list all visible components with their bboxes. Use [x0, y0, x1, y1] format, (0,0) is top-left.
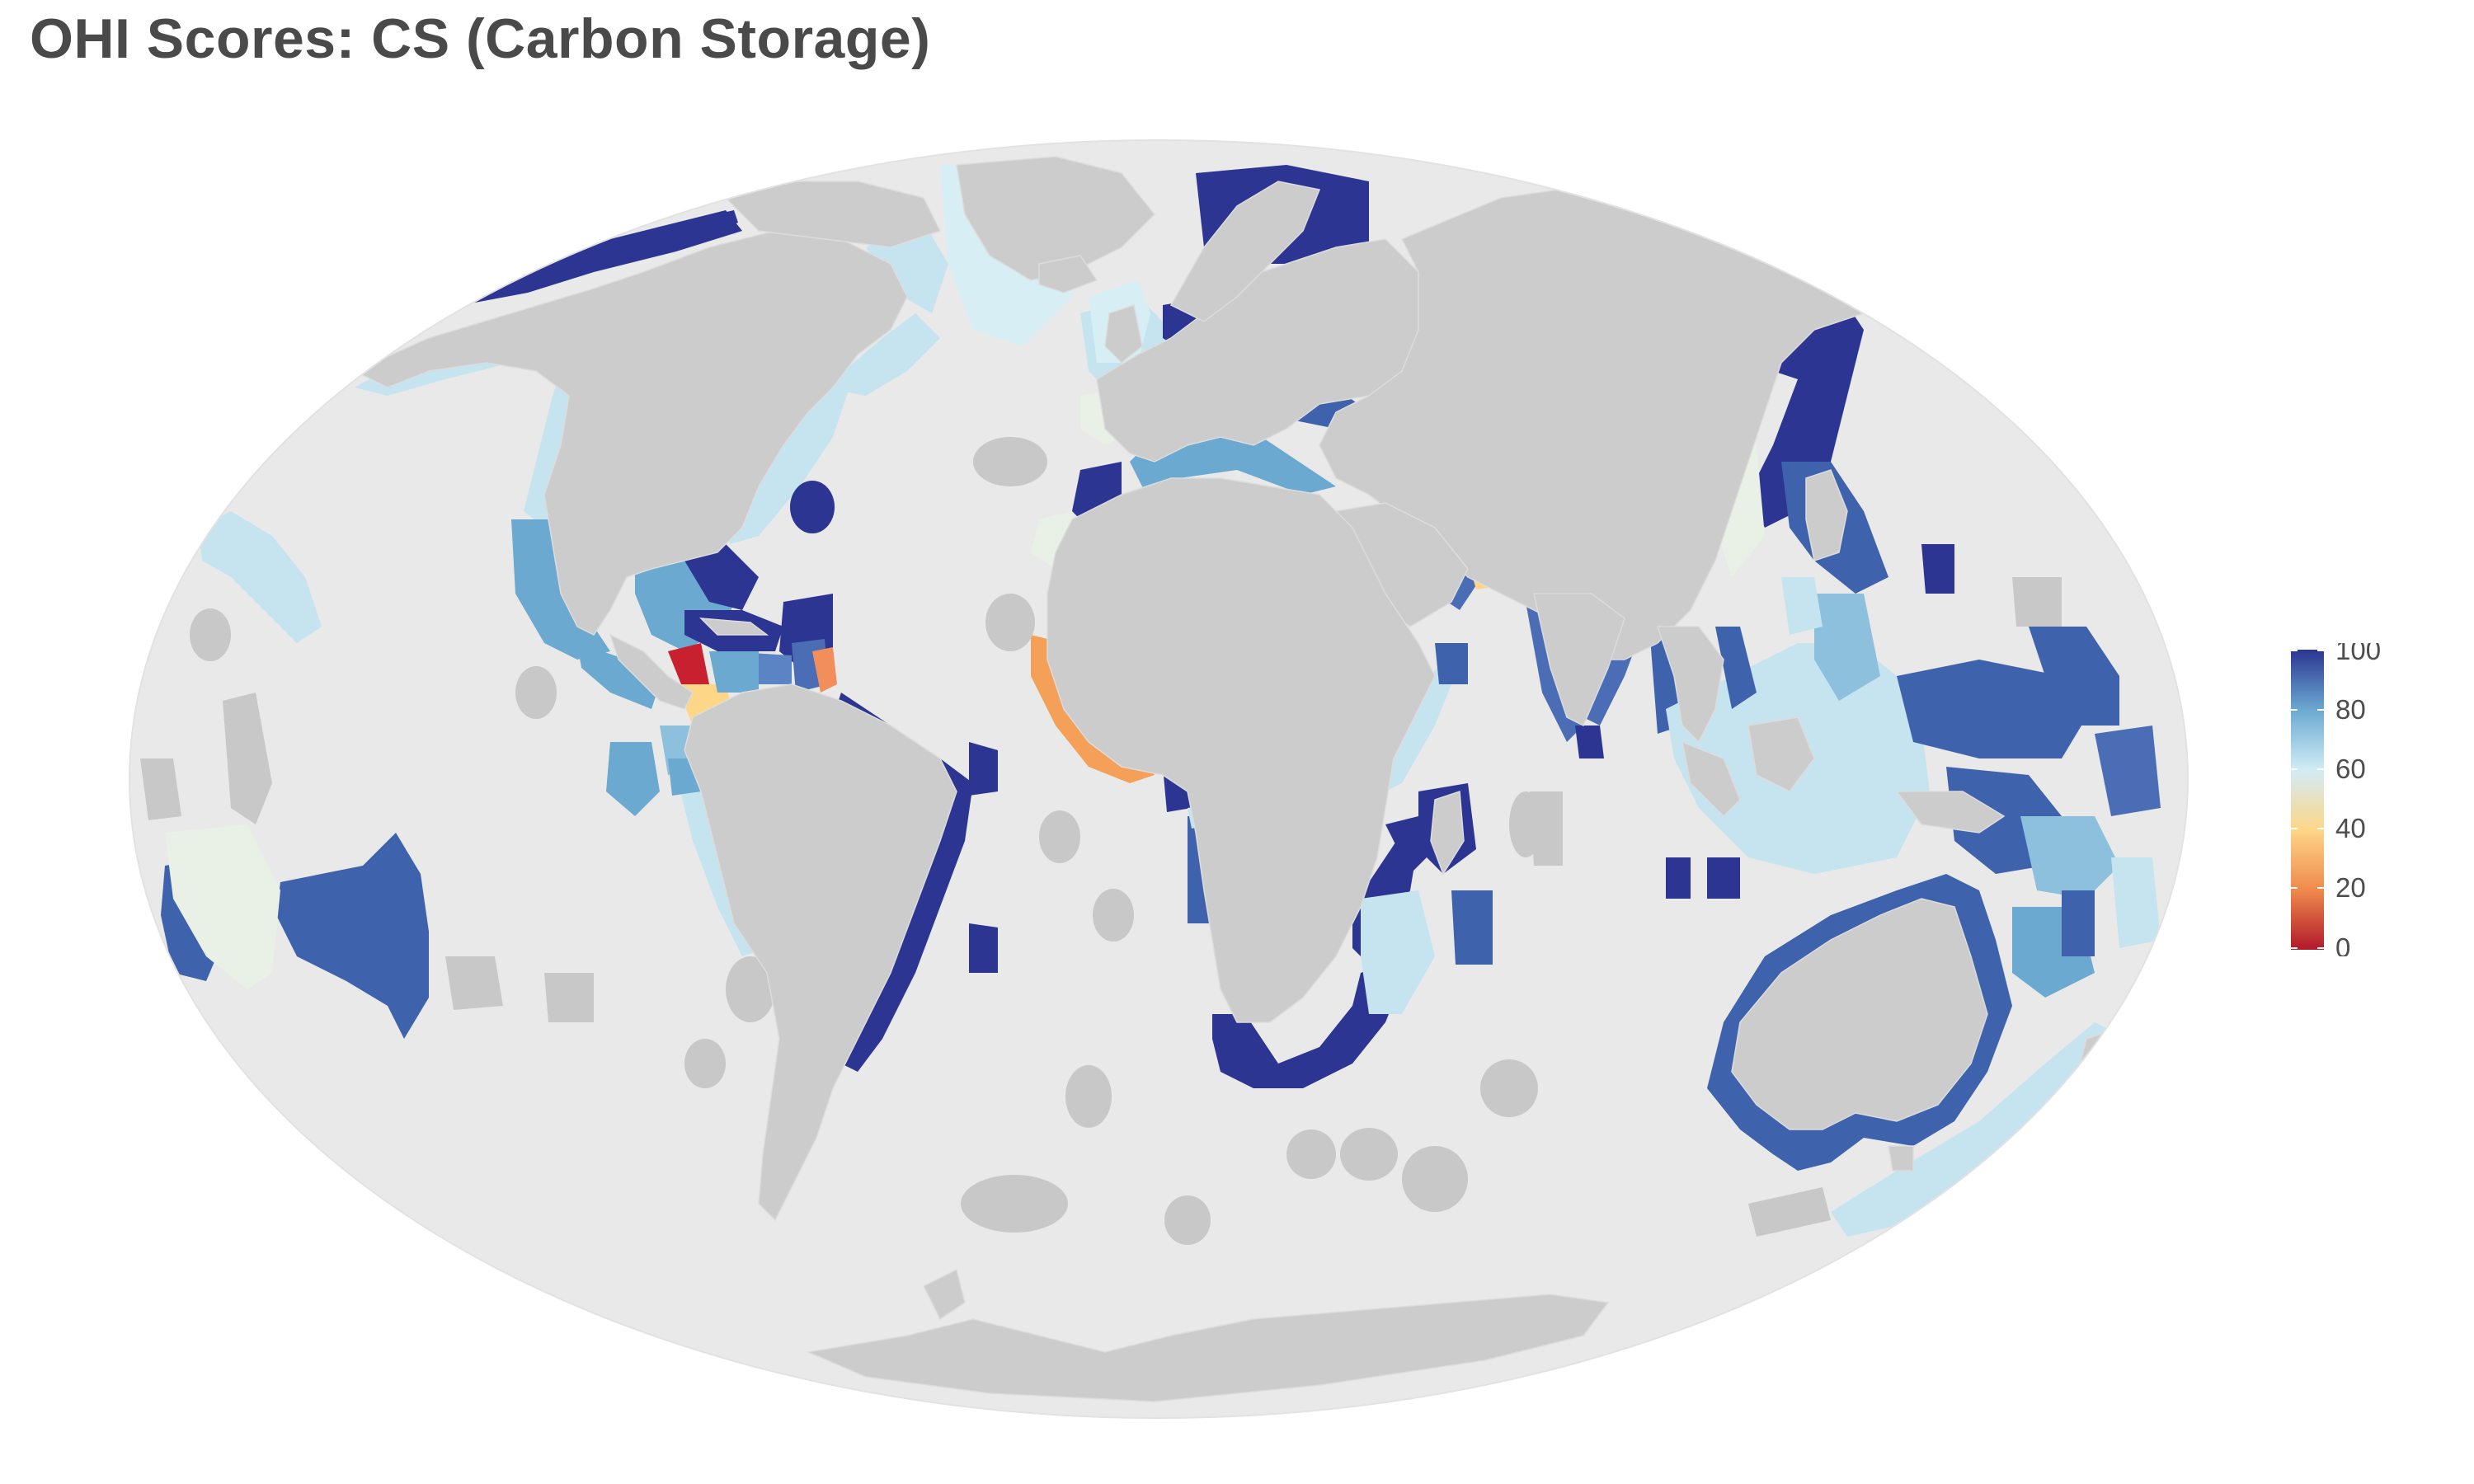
- land-greenland: [956, 156, 1156, 281]
- eez-kenya-somalia[interactable]: [1385, 660, 1451, 791]
- eez-taiwan[interactable]: [1781, 577, 1823, 635]
- eez-heard[interactable]: [1509, 791, 1542, 857]
- eez-venezuela[interactable]: [812, 647, 837, 693]
- eez-canada-atlantic[interactable]: [825, 313, 940, 396]
- eez-azores[interactable]: [973, 437, 1047, 486]
- land-canadian-arctic: [724, 181, 942, 248]
- eez-fernando-noronha[interactable]: [969, 742, 998, 796]
- eez-us-east[interactable]: [726, 387, 849, 544]
- eez-nicaragua[interactable]: [668, 643, 709, 693]
- eez-cook-islands[interactable]: [165, 824, 280, 989]
- eez-french-polynesia[interactable]: [276, 833, 429, 1039]
- land-tasmania: [1888, 1145, 1914, 1172]
- eez-hawaii[interactable]: [198, 511, 322, 643]
- eez-macquarie[interactable]: [1748, 1187, 1831, 1237]
- eez-pacific-grey-chain[interactable]: [223, 693, 272, 824]
- land-iceland: [1038, 255, 1098, 294]
- eez-morocco[interactable]: [1072, 462, 1122, 528]
- eez-sri-lanka[interactable]: [1575, 726, 1604, 758]
- eez-pitcairn[interactable]: [445, 956, 503, 1010]
- globe-outline: [129, 139, 2189, 1419]
- eez-galapagos[interactable]: [606, 742, 660, 816]
- eez-canary[interactable]: [985, 594, 1035, 651]
- land-cuba: [699, 618, 769, 636]
- eez-trindade[interactable]: [969, 923, 998, 973]
- eez-chile-islands[interactable]: [544, 973, 594, 1022]
- eez-regions[interactable]: [132, 165, 2161, 1245]
- land-masses: [353, 156, 2112, 1402]
- eez-bermuda[interactable]: [790, 481, 835, 533]
- eez-micronesia[interactable]: [1897, 660, 2086, 758]
- eez-mauritius[interactable]: [1451, 890, 1493, 965]
- legend-tick-100: 100: [2335, 643, 2381, 665]
- eez-tristan[interactable]: [1065, 1065, 1112, 1128]
- eez-south-africa[interactable]: [1212, 965, 1402, 1088]
- legend-tick-40: 40: [2335, 813, 2366, 843]
- land-north-america: [353, 230, 908, 636]
- eez-pacific-grey-2[interactable]: [190, 608, 231, 661]
- eez-south-georgia[interactable]: [1286, 1129, 1336, 1179]
- eez-st-helena[interactable]: [1093, 889, 1134, 942]
- land-central-america: [609, 633, 694, 710]
- land-borneo: [1747, 716, 1815, 792]
- land-sumatra: [1681, 740, 1741, 818]
- eez-tonga[interactable]: [2111, 857, 2161, 948]
- eez-indonesia-west-2[interactable]: [1707, 857, 1740, 899]
- eez-caribbean-mid[interactable]: [709, 651, 759, 693]
- land-indochina: [1656, 626, 1724, 744]
- eez-new-caledonia[interactable]: [2062, 890, 2095, 956]
- eez-ascension[interactable]: [1039, 810, 1080, 863]
- legend-tick-60: 60: [2335, 754, 2366, 784]
- legend-tick-20: 20: [2335, 872, 2366, 903]
- eez-kiribati-east[interactable]: [2095, 726, 2161, 816]
- land-south-america: [684, 683, 957, 1222]
- eez-falklands[interactable]: [961, 1175, 1068, 1233]
- eez-new-zealand[interactable]: [1831, 1022, 2128, 1237]
- eez-juan-fernandez[interactable]: [684, 1039, 726, 1088]
- eez-amsterdam[interactable]: [1480, 1059, 1538, 1117]
- land-japan: [1805, 469, 1848, 561]
- eez-indonesia-west[interactable]: [1666, 857, 1691, 899]
- eez-vietnam[interactable]: [1715, 627, 1757, 709]
- land-scandinavia: [1169, 181, 1321, 322]
- land-africa: [1047, 477, 1436, 1023]
- land-australia: [1731, 898, 1988, 1130]
- map-title: OHI Scores: CS (Carbon Storage): [30, 7, 931, 70]
- eez-solomons[interactable]: [2020, 816, 2119, 899]
- eez-arctic-canada[interactable]: [594, 210, 738, 264]
- land-antarctic-peninsula: [922, 1268, 966, 1321]
- land-new-guinea: [1895, 791, 2006, 834]
- eez-bahamas[interactable]: [684, 544, 759, 610]
- eez-south-sandwich[interactable]: [726, 956, 775, 1022]
- eez-pacific-north-grey[interactable]: [2012, 577, 2062, 627]
- legend-tick-80: 80: [2335, 694, 2366, 725]
- eez-clipperton[interactable]: [515, 666, 557, 719]
- land-india: [1533, 593, 1625, 727]
- eez-bouvet[interactable]: [1164, 1195, 1211, 1245]
- legend-tick-0: 0: [2335, 932, 2350, 956]
- legend-ticks: [2291, 650, 2324, 949]
- eez-kerguelen[interactable]: [1402, 1146, 1468, 1212]
- legend-colorbar: [2291, 650, 2324, 950]
- eez-crozet[interactable]: [1340, 1128, 1398, 1181]
- land-madagascar: [1430, 790, 1465, 876]
- eez-marshall[interactable]: [2029, 627, 2119, 726]
- eez-socotra[interactable]: [1435, 643, 1468, 684]
- land-uk: [1104, 304, 1143, 364]
- eez-central-america-pacific[interactable]: [577, 643, 660, 709]
- eez-madagascar[interactable]: [1361, 890, 1435, 1014]
- land-antarctica: [806, 1294, 1610, 1402]
- eez-northern-marianas[interactable]: [1921, 544, 1954, 594]
- eez-pacific-grey-small[interactable]: [140, 758, 181, 820]
- color-legend: 100 80 60 40 20 0: [2291, 643, 2381, 956]
- eez-philippines[interactable]: [1814, 594, 1880, 701]
